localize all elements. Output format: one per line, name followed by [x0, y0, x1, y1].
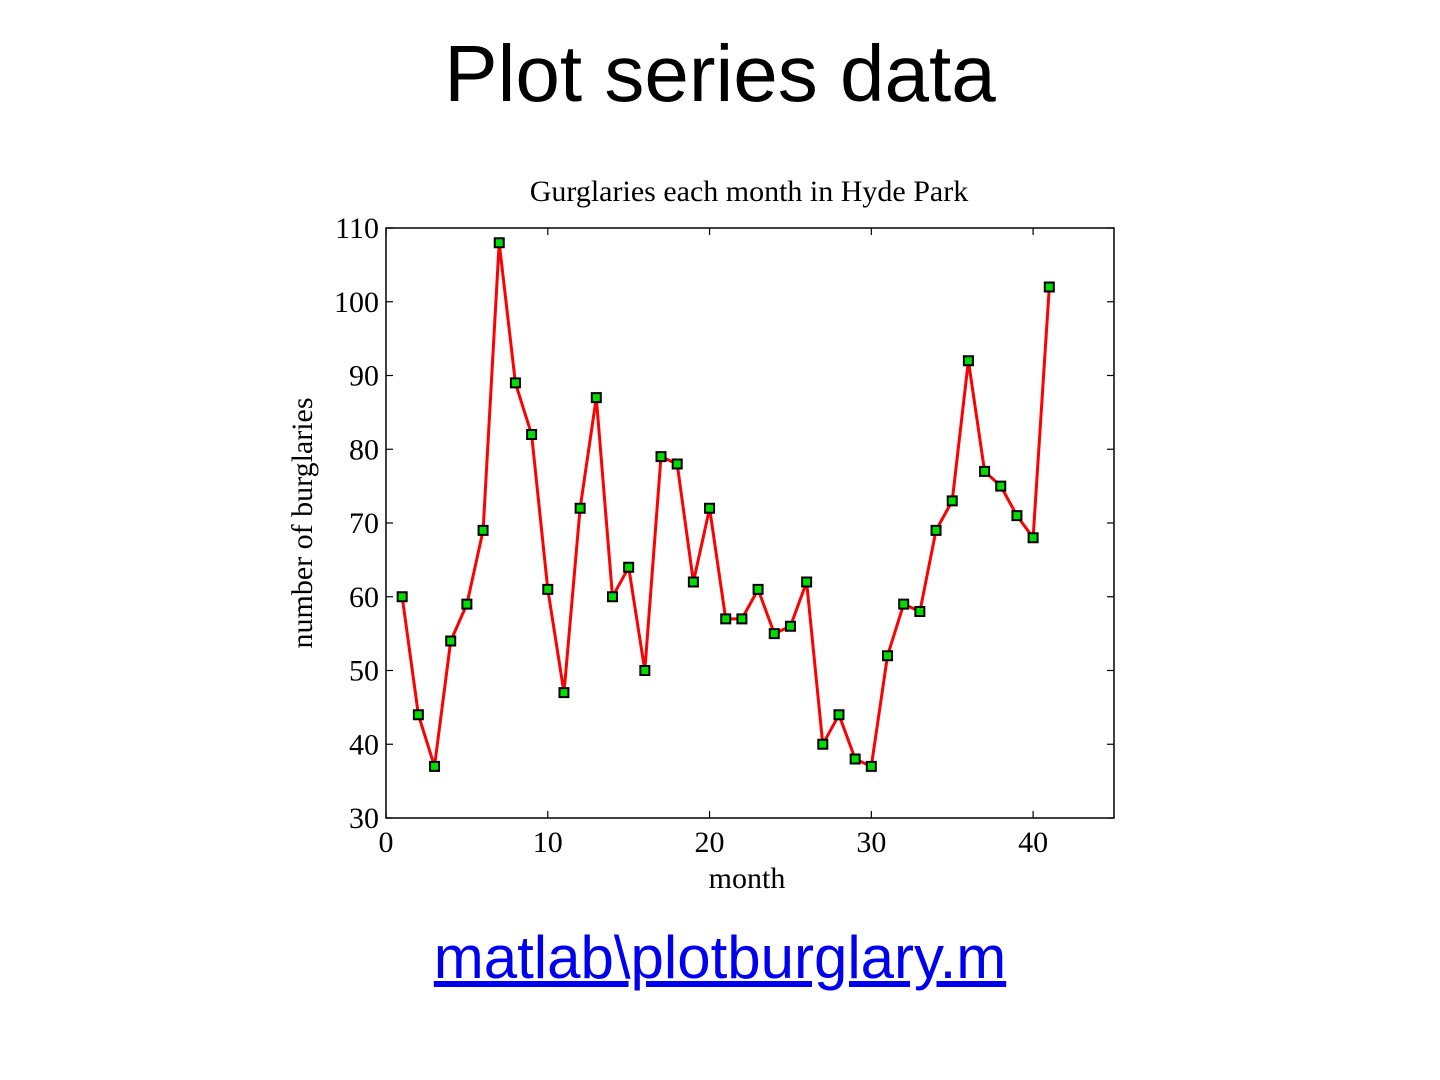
data-point-marker [801, 576, 813, 588]
data-point-marker [914, 606, 926, 617]
data-point-marker [509, 377, 521, 389]
data-point-marker [526, 429, 538, 440]
data-point-marker [736, 613, 748, 625]
data-point-marker [1043, 281, 1055, 293]
data-point-marker [623, 561, 635, 573]
y-axis-label: number of burglaries [286, 397, 319, 648]
script-link[interactable]: matlab\plotburglary.m [0, 922, 1440, 994]
data-point-marker [849, 753, 861, 765]
data-point-marker [687, 576, 699, 588]
data-point-marker [558, 687, 570, 699]
data-point-marker [542, 583, 554, 595]
data-point-marker [720, 613, 732, 625]
y-tick-label: 70 [349, 507, 379, 540]
plot-frame [385, 227, 1115, 819]
data-point-marker [1011, 510, 1023, 522]
data-point-marker [445, 635, 457, 647]
y-tick-label: 80 [349, 433, 379, 466]
data-point-marker [639, 665, 651, 676]
data-point-marker [671, 458, 683, 470]
x-tick-label: 40 [1018, 826, 1048, 859]
data-point-marker [995, 480, 1007, 492]
data-point-marker [429, 760, 441, 772]
data-point-marker [1027, 532, 1039, 544]
data-point-marker [574, 502, 586, 514]
series-layer [396, 237, 1055, 772]
data-point-marker [477, 524, 489, 536]
y-tick-label: 110 [335, 212, 379, 245]
data-point-marker [752, 583, 764, 595]
y-tick-label: 90 [349, 360, 379, 393]
slide-title: Plot series data [444, 29, 996, 118]
y-tick-label: 30 [349, 802, 379, 835]
data-point-marker [655, 451, 667, 463]
data-point-marker [930, 524, 942, 536]
data-point-marker [590, 392, 602, 404]
data-point-marker [606, 591, 618, 603]
data-point-marker [493, 237, 505, 249]
data-point-marker [461, 598, 473, 610]
data-point-marker [817, 738, 829, 750]
data-point-marker [412, 709, 424, 721]
y-tick-label: 60 [349, 581, 379, 614]
data-point-marker [768, 628, 780, 640]
x-axis-label: month [709, 862, 786, 895]
y-tick-label: 50 [349, 655, 379, 688]
data-point-marker [784, 620, 796, 632]
data-point-marker [704, 502, 716, 514]
x-tick-label: 10 [533, 826, 563, 859]
data-point-marker [979, 465, 991, 477]
data-point-marker [882, 650, 894, 662]
data-point-marker [946, 495, 958, 507]
y-tick-label: 40 [349, 728, 379, 761]
data-point-marker [865, 760, 877, 772]
chart-title: Gurglaries each month in Hyde Park [530, 175, 969, 208]
x-tick-label: 0 [379, 826, 394, 859]
data-point-marker [962, 355, 974, 367]
x-tick-label: 20 [695, 826, 725, 859]
axis-ticks: 0 10 20 30 40 30 40 50 60 70 80 90 100 110 [334, 212, 1114, 859]
y-tick-label: 100 [334, 286, 379, 319]
x-tick-label: 30 [856, 826, 886, 859]
data-point-marker [396, 591, 408, 603]
data-point-marker [833, 709, 845, 721]
data-point-marker [898, 598, 910, 610]
script-link-text[interactable]: matlab\plotburglary.m [433, 924, 1007, 991]
